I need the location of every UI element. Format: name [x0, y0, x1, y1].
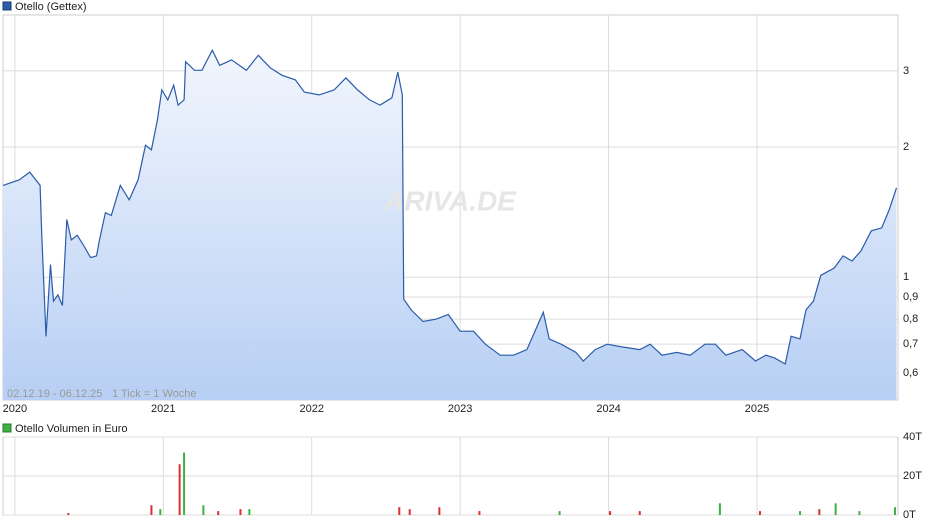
legend-swatch	[2, 423, 12, 433]
volume-bar	[248, 509, 251, 515]
range-label: 02.12.19 - 06.12.25	[7, 388, 102, 400]
volume-bar	[178, 464, 181, 515]
y-tick-label: 0,8	[903, 313, 918, 325]
volume-bar	[408, 509, 411, 515]
tick-note: 1 Tick = 1 Woche	[112, 388, 196, 400]
y-tick-label: 0,9	[903, 291, 918, 303]
volume-bar	[718, 503, 721, 515]
x-tick-label: 2021	[151, 403, 175, 415]
watermark: ARIVA.DE	[383, 185, 517, 216]
y-tick-label: 3	[903, 65, 909, 77]
y-tick-label: 0,7	[903, 338, 918, 350]
y-tick-label: 40T	[903, 431, 922, 443]
y-tick-label: 2	[903, 141, 909, 153]
volume-bar	[478, 511, 481, 515]
volume-bar	[438, 507, 441, 515]
x-tick-label: 2020	[3, 403, 27, 415]
volume-bar	[894, 507, 897, 515]
y-tick-label: 0T	[903, 509, 916, 521]
volume-bar	[858, 511, 861, 515]
area-fill	[3, 50, 897, 400]
volume-bar	[834, 503, 837, 515]
x-tick-label: 2022	[299, 403, 323, 415]
legend-label: Otello (Gettex)	[15, 1, 87, 13]
x-tick-label: 2024	[596, 403, 620, 415]
volume-bar	[758, 511, 761, 515]
volume-bar	[799, 511, 802, 515]
x-tick-label: 2023	[448, 403, 472, 415]
y-tick-label: 1	[903, 271, 909, 283]
volume-bar	[638, 511, 641, 515]
volume-bar	[217, 511, 220, 515]
legend-swatch	[2, 1, 12, 11]
volume-bar	[202, 505, 205, 515]
x-tick-label: 2025	[745, 403, 769, 415]
volume-bar	[150, 505, 153, 515]
y-tick-label: 0,6	[903, 367, 918, 379]
price-line	[2, 48, 898, 365]
volume-bar	[67, 513, 70, 515]
plot	[2, 48, 898, 515]
volume-bar	[159, 509, 162, 515]
volume-bar	[558, 511, 561, 515]
volume-bar	[183, 452, 186, 515]
legend-label: Otello Volumen in Euro	[15, 423, 128, 435]
volume-bar	[818, 509, 821, 515]
volume-bar	[609, 511, 612, 515]
volume-bar	[239, 509, 242, 515]
volume-bar	[398, 507, 401, 515]
y-tick-label: 20T	[903, 470, 922, 482]
